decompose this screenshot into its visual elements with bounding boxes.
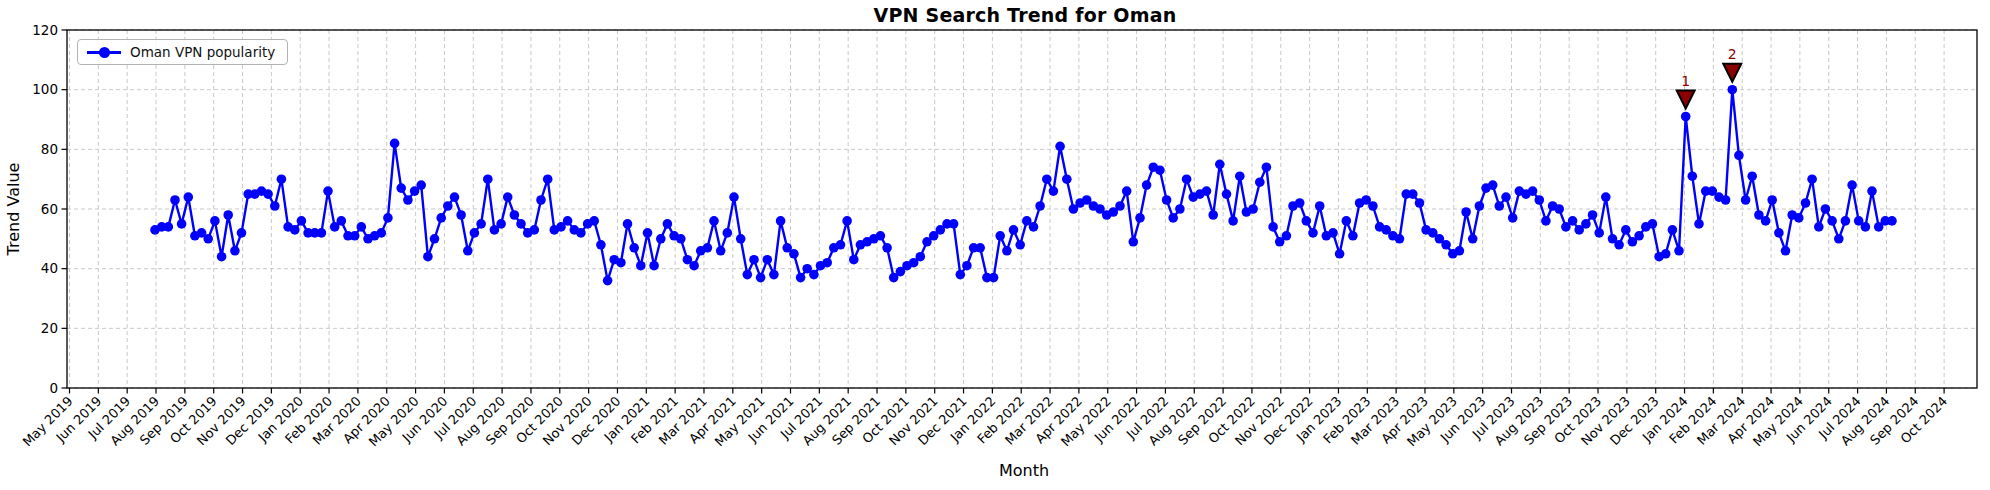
annotation-label: 1 [1681,73,1690,89]
annotation-1: 1 [1677,73,1695,109]
svg-text:60: 60 [41,201,58,217]
svg-text:0: 0 [49,380,58,396]
annotation-triangle-icon [1677,91,1695,109]
svg-text:20: 20 [41,320,58,336]
data-points [150,85,1897,286]
x-axis-ticks [70,388,1945,394]
annotation-triangle-icon [1723,64,1741,82]
y-axis-tick-labels: 0 20 40 60 80 100 120 [32,22,58,396]
legend-label: Oman VPN popularity [130,44,275,60]
y-axis-ticks [62,30,68,388]
legend: Oman VPN popularity [77,39,288,65]
legend-line-marker-icon [87,51,121,54]
vpn-trend-chart: May 2019Jun 2019Jul 2019Aug 2019Sep 2019… [0,0,1990,490]
x-axis-tick-labels: May 2019Jun 2019Jul 2019Aug 2019Sep 2019… [20,394,1951,450]
svg-text:100: 100 [32,81,58,97]
svg-text:120: 120 [32,22,58,38]
svg-text:80: 80 [41,141,58,157]
svg-text:40: 40 [41,260,58,276]
gridlines [67,30,1977,388]
plot-area: May 2019Jun 2019Jul 2019Aug 2019Sep 2019… [0,0,1990,490]
chart-title: VPN Search Trend for Oman [59,4,1990,26]
y-axis-label: Trend Value [4,109,24,309]
annotation-2: 2 [1723,46,1741,82]
x-axis-label: Month [58,461,1990,480]
annotation-label: 2 [1728,46,1737,62]
